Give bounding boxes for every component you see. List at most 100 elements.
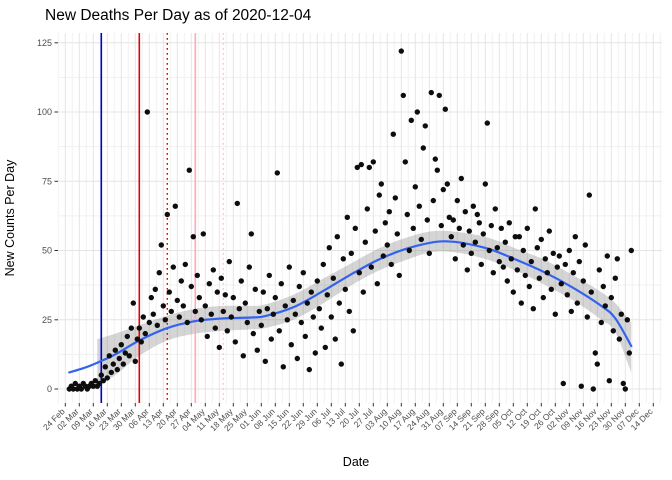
- data-point: [418, 236, 424, 243]
- data-point: [188, 283, 194, 290]
- data-point: [286, 264, 292, 270]
- data-point: [328, 314, 334, 320]
- data-point: [112, 347, 119, 353]
- data-point: [588, 289, 594, 295]
- data-point: [284, 317, 290, 323]
- data-point: [280, 364, 286, 370]
- data-point: [192, 308, 198, 315]
- data-point: [238, 278, 244, 284]
- data-point: [566, 247, 572, 254]
- data-point: [276, 328, 282, 334]
- data-point: [90, 383, 97, 389]
- data-point: [234, 200, 240, 207]
- data-point: [300, 270, 306, 276]
- data-point: [542, 256, 548, 262]
- data-point: [568, 308, 574, 315]
- data-point: [116, 355, 123, 362]
- data-point: [354, 164, 360, 171]
- data-point: [428, 89, 434, 96]
- data-point: [496, 258, 502, 265]
- data-point: [156, 270, 162, 276]
- data-point: [194, 272, 200, 279]
- data-point: [236, 306, 242, 312]
- data-point: [344, 214, 350, 220]
- data-point: [406, 247, 412, 254]
- data-point: [278, 281, 284, 287]
- data-point: [246, 264, 252, 270]
- data-point: [228, 314, 234, 320]
- data-point: [282, 303, 288, 309]
- data-point: [104, 375, 111, 381]
- data-point: [162, 317, 168, 323]
- data-point: [360, 289, 366, 295]
- data-point: [574, 300, 580, 306]
- data-point: [400, 92, 406, 99]
- data-point: [370, 159, 376, 165]
- data-point: [312, 350, 318, 356]
- data-point: [514, 267, 520, 273]
- data-point: [210, 267, 216, 273]
- data-point: [320, 261, 326, 268]
- data-point: [100, 378, 107, 384]
- data-point: [176, 314, 182, 320]
- data-point: [356, 270, 362, 276]
- data-point: [624, 317, 630, 323]
- data-point: [154, 322, 160, 328]
- data-point: [302, 333, 308, 340]
- data-point: [578, 383, 584, 389]
- data-point: [132, 358, 138, 364]
- data-point: [614, 256, 620, 262]
- data-point: [70, 386, 77, 392]
- data-point: [150, 311, 156, 317]
- data-point: [604, 253, 610, 259]
- panel-background: [58, 33, 662, 403]
- data-point: [378, 181, 384, 187]
- data-point: [598, 319, 604, 326]
- data-point: [538, 236, 544, 243]
- data-point: [324, 292, 330, 298]
- data-point: [248, 231, 254, 237]
- data-point: [426, 250, 432, 256]
- data-point: [304, 300, 310, 306]
- data-point: [556, 253, 562, 259]
- data-point: [126, 353, 132, 359]
- data-point: [318, 325, 324, 331]
- data-point: [590, 386, 596, 392]
- data-point: [368, 264, 374, 270]
- data-point: [108, 369, 115, 376]
- data-point: [404, 211, 410, 218]
- data-point: [352, 225, 358, 231]
- data-point: [626, 350, 632, 356]
- data-point: [448, 234, 454, 240]
- data-point: [340, 256, 346, 262]
- data-point: [628, 247, 634, 254]
- data-point: [416, 203, 422, 209]
- data-point: [222, 292, 228, 298]
- data-point: [136, 325, 142, 331]
- data-point: [232, 339, 238, 345]
- data-point: [482, 181, 488, 187]
- data-point: [186, 167, 192, 173]
- data-point: [500, 264, 506, 270]
- data-point: [468, 250, 474, 256]
- data-point: [226, 258, 232, 265]
- data-point: [180, 303, 186, 309]
- data-point: [140, 314, 146, 320]
- data-point: [410, 225, 416, 231]
- data-point: [198, 317, 204, 323]
- data-point: [534, 245, 540, 251]
- data-point: [450, 217, 456, 223]
- data-point: [540, 294, 546, 301]
- data-point: [152, 286, 158, 292]
- data-point: [178, 278, 184, 284]
- data-point: [212, 325, 218, 331]
- data-point: [98, 372, 105, 378]
- data-point: [424, 217, 430, 223]
- data-point: [190, 234, 196, 240]
- data-point: [292, 311, 298, 317]
- data-point: [322, 344, 328, 351]
- data-point: [250, 330, 256, 337]
- data-point: [608, 294, 614, 301]
- data-point: [220, 308, 226, 315]
